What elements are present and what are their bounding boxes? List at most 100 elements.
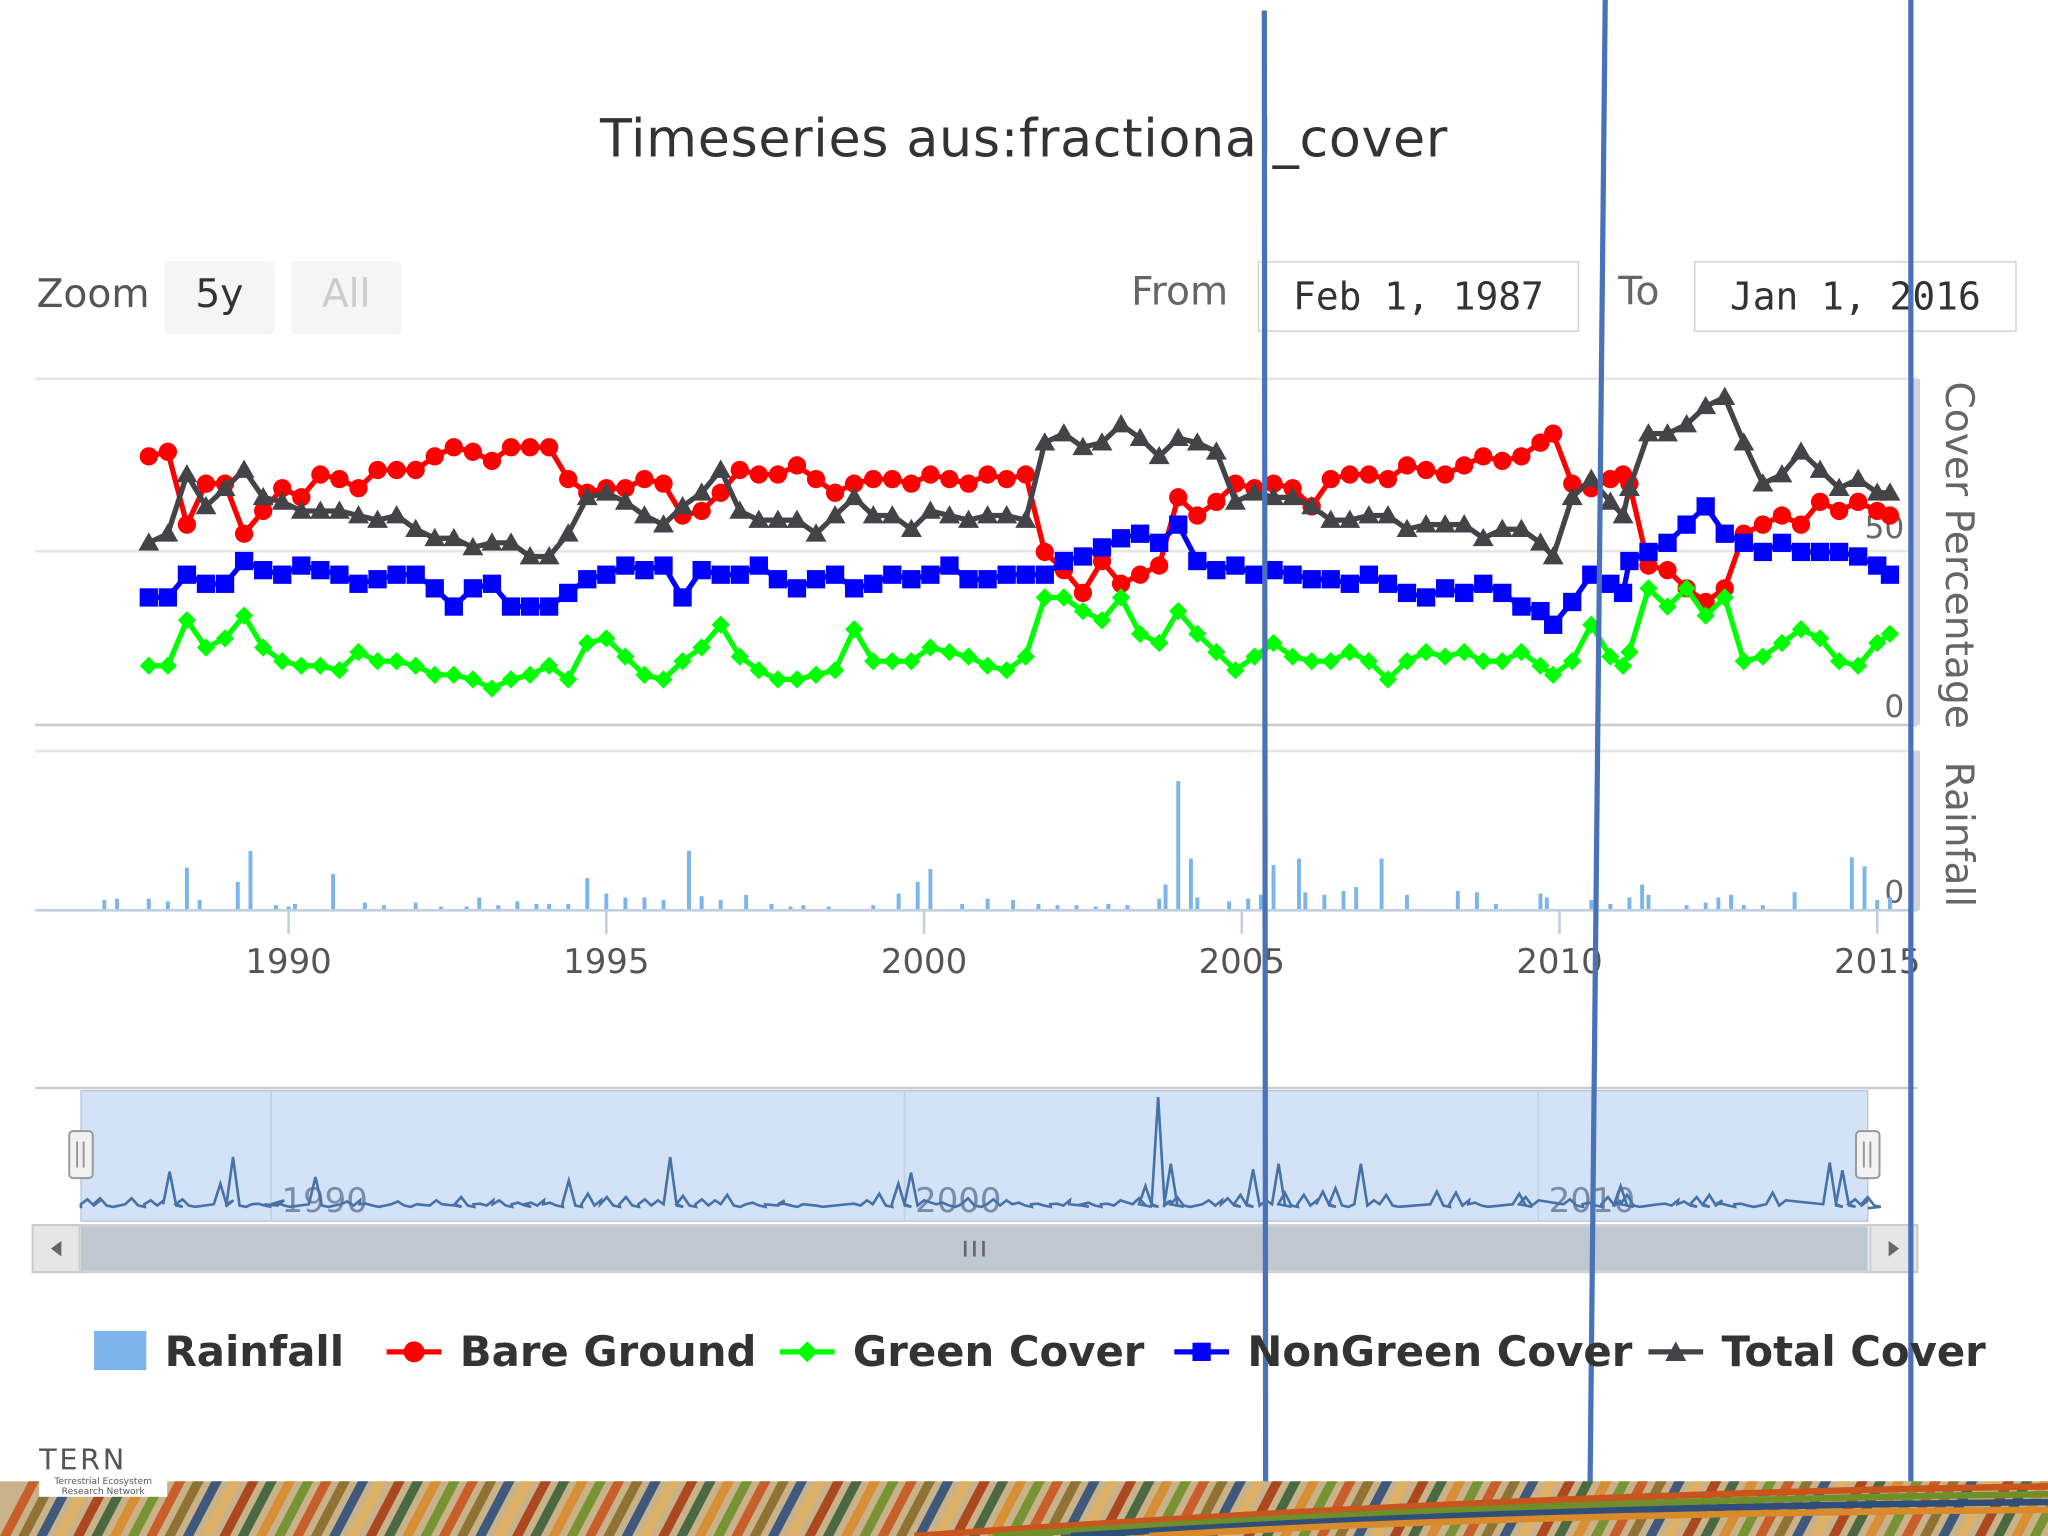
bare-ground-point[interactable]: [482, 451, 502, 471]
total-cover-point[interactable]: [1339, 509, 1361, 528]
total-cover-point[interactable]: [1110, 414, 1132, 433]
rainfall-bar[interactable]: [1538, 893, 1543, 911]
total-cover-point[interactable]: [386, 505, 408, 524]
rainfall-bar[interactable]: [1862, 866, 1867, 911]
rainfall-bar[interactable]: [464, 906, 469, 911]
green-cover-point[interactable]: [349, 642, 368, 662]
total-cover-point[interactable]: [1205, 441, 1227, 460]
total-cover-point[interactable]: [1263, 486, 1285, 506]
nongreen-cover-point[interactable]: [1073, 547, 1093, 566]
rainfall-bar[interactable]: [184, 867, 189, 911]
rainfall-bar[interactable]: [1474, 892, 1479, 911]
rainfall-bar[interactable]: [1627, 897, 1632, 911]
bare-ground-point[interactable]: [520, 438, 540, 457]
total-cover-point[interactable]: [290, 500, 312, 519]
navigator[interactable]: 199020002010: [35, 1086, 1918, 1222]
rainfall-bar[interactable]: [286, 906, 291, 911]
total-cover-point[interactable]: [1733, 432, 1755, 451]
green-cover-point[interactable]: [845, 620, 864, 639]
total-cover-point[interactable]: [1358, 505, 1380, 524]
green-cover-point[interactable]: [1677, 579, 1696, 598]
rainfall-bar[interactable]: [496, 905, 501, 911]
total-cover-point[interactable]: [1053, 423, 1075, 442]
total-cover-point[interactable]: [1034, 432, 1056, 451]
nongreen-cover-point[interactable]: [1474, 574, 1493, 593]
nongreen-cover-point[interactable]: [1620, 551, 1639, 571]
total-cover-point[interactable]: [672, 495, 694, 515]
total-cover-point[interactable]: [748, 509, 770, 528]
total-cover-point[interactable]: [1434, 514, 1456, 533]
total-cover-point[interactable]: [481, 532, 503, 551]
nongreen-cover-point[interactable]: [1207, 560, 1226, 580]
rainfall-bar[interactable]: [1125, 905, 1130, 911]
green-cover-point[interactable]: [559, 670, 578, 689]
nongreen-cover-point[interactable]: [1829, 542, 1849, 562]
total-cover-point[interactable]: [1472, 527, 1494, 547]
bare-ground-point[interactable]: [273, 479, 292, 498]
nongreen-cover-point[interactable]: [1563, 592, 1582, 612]
total-cover-point[interactable]: [1148, 445, 1170, 465]
rainfall-bar[interactable]: [362, 902, 367, 911]
total-cover-point[interactable]: [1301, 495, 1323, 515]
nongreen-cover-point[interactable]: [959, 570, 978, 589]
bare-ground-point[interactable]: [177, 515, 197, 534]
bare-ground-point[interactable]: [902, 474, 921, 493]
rainfall-bar[interactable]: [1055, 905, 1060, 911]
bare-ground-point[interactable]: [406, 460, 425, 480]
green-cover-point[interactable]: [368, 652, 387, 671]
nongreen-cover-point[interactable]: [1340, 574, 1359, 593]
nongreen-cover-point[interactable]: [158, 588, 178, 607]
rainfall-bar[interactable]: [801, 905, 806, 911]
green-cover-point[interactable]: [1849, 656, 1868, 675]
total-cover-point[interactable]: [1072, 436, 1094, 456]
rainfall-bar[interactable]: [661, 900, 666, 911]
bare-ground-point[interactable]: [749, 465, 768, 484]
bare-ground-point[interactable]: [1035, 542, 1054, 562]
total-cover-point[interactable]: [424, 527, 446, 547]
series-total-cover[interactable]: [138, 386, 1901, 565]
total-cover-point[interactable]: [1771, 464, 1793, 483]
total-cover-point[interactable]: [1244, 482, 1265, 501]
bare-ground-point[interactable]: [883, 469, 902, 489]
nongreen-cover-point[interactable]: [1035, 565, 1054, 584]
nongreen-cover-point[interactable]: [1054, 551, 1074, 571]
green-cover-point[interactable]: [292, 656, 311, 675]
green-cover-point[interactable]: [1035, 588, 1054, 607]
scrollbar[interactable]: [31, 1224, 1919, 1274]
nongreen-cover-point[interactable]: [1658, 533, 1677, 552]
total-cover-point[interactable]: [1091, 432, 1113, 451]
total-cover-point[interactable]: [1638, 423, 1659, 442]
bare-ground-point[interactable]: [711, 483, 730, 502]
green-cover-point[interactable]: [864, 652, 883, 671]
bare-ground-point[interactable]: [1563, 474, 1582, 493]
green-cover-point[interactable]: [425, 665, 444, 684]
green-cover-point[interactable]: [139, 656, 158, 675]
total-cover-point[interactable]: [1828, 477, 1850, 497]
total-cover-point[interactable]: [862, 505, 884, 524]
rainfall-bar[interactable]: [1227, 901, 1232, 911]
nongreen-cover-point[interactable]: [1016, 565, 1035, 584]
nongreen-cover-point[interactable]: [1188, 551, 1207, 571]
total-cover-point[interactable]: [805, 523, 827, 542]
green-cover-point[interactable]: [158, 656, 178, 675]
nongreen-cover-point[interactable]: [1226, 556, 1245, 575]
bare-ground-point[interactable]: [1150, 556, 1169, 575]
bare-ground-point[interactable]: [1531, 433, 1550, 452]
green-cover-point[interactable]: [1829, 652, 1849, 671]
bare-ground-point[interactable]: [368, 460, 387, 480]
bare-ground-point[interactable]: [1016, 465, 1035, 484]
zoom-all-button[interactable]: All: [291, 261, 401, 335]
total-cover-point[interactable]: [653, 514, 674, 533]
nongreen-cover-point[interactable]: [215, 574, 235, 593]
bare-ground-point[interactable]: [387, 460, 406, 480]
rainfall-bar[interactable]: [623, 897, 628, 911]
rainfall-bar[interactable]: [1608, 903, 1613, 911]
green-cover-point[interactable]: [825, 661, 845, 680]
rainfall-bar[interactable]: [788, 906, 793, 911]
green-cover-point[interactable]: [1531, 656, 1550, 675]
rainfall-bar[interactable]: [1297, 858, 1301, 911]
rainfall-bar[interactable]: [292, 903, 297, 911]
bare-ground-point[interactable]: [330, 469, 349, 489]
bare-ground-point[interactable]: [196, 474, 216, 493]
total-cover-point[interactable]: [1657, 423, 1678, 442]
